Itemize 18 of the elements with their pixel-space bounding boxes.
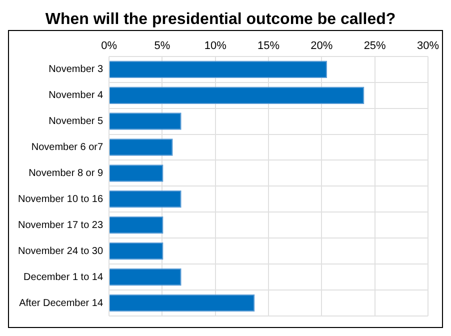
- y-tick-label: November 8 or 9: [28, 168, 104, 179]
- y-tick-label: December 1 to 14: [24, 272, 104, 283]
- y-tick-label: After December 14: [19, 298, 104, 309]
- x-tick-label: 0%: [101, 40, 118, 52]
- x-tick-label: 20%: [310, 40, 333, 52]
- x-tick-label: 25%: [364, 40, 386, 52]
- x-tick-label: 10%: [204, 40, 227, 52]
- y-tick-label: November 6 or7: [31, 142, 104, 154]
- y-tick-label: November 4: [48, 90, 104, 102]
- y-tick-label: November 17 to 23: [18, 220, 104, 231]
- x-tick-label: 30%: [416, 40, 440, 52]
- y-tick-label: November 3: [48, 64, 104, 76]
- x-tick-label: 15%: [258, 40, 280, 52]
- chart-title: When will the presidential outcome be called?: [45, 11, 396, 28]
- y-tick-label: November 10 to 16: [18, 194, 104, 205]
- y-tick-label: November 24 to 30: [18, 246, 104, 257]
- y-tick-label: November 5: [48, 116, 104, 128]
- x-tick-label: 5%: [154, 40, 170, 52]
